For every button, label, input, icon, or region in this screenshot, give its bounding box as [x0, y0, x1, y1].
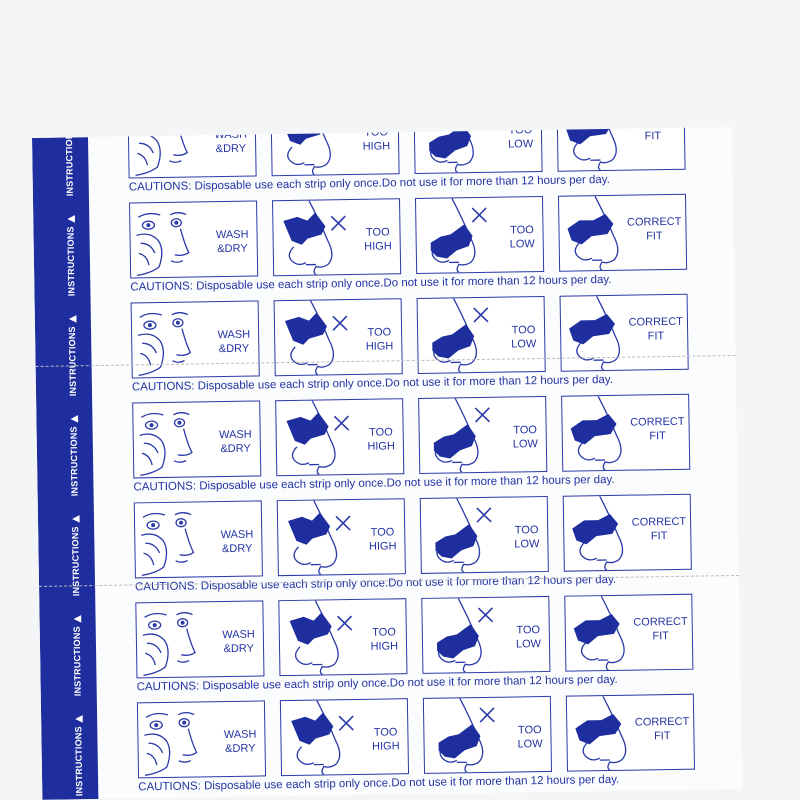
panel-label: WASH &DRY [215, 228, 249, 256]
panel-label: TOO LOW [517, 724, 543, 751]
panel-too-low: TOO LOW [416, 295, 546, 374]
panel-too-low: TOO LOW [413, 127, 543, 174]
instruction-row: WASH &DRY TOO HIGH TOO LOW CORRECT FIT CAUTIONS:… [133, 493, 724, 593]
panel-too-low: TOO LOW [418, 395, 548, 474]
instruction-row: WASH &DRY TOO HIGH TOO LOW CORRECT FIT CAUTIONS:… [135, 593, 725, 693]
band-label: INSTRUCTIONS ▶ [71, 613, 83, 697]
panel-label: WASH &DRY [217, 328, 251, 356]
panel-wash: WASH &DRY [129, 200, 259, 279]
panel-label: TOO LOW [509, 224, 535, 251]
panel-wash: WASH &DRY [132, 400, 262, 479]
panel-too-high: TOO HIGH [273, 298, 403, 377]
panel-label: TOO LOW [515, 624, 542, 651]
panel-label: WASH &DRY [219, 428, 252, 456]
panel-too-high: TOO HIGH [272, 198, 402, 277]
panel-label: TOO HIGH [362, 127, 391, 153]
instruction-row: WASH &DRY TOO HIGH TOO LOW CORRECT FIT CAUTIONS:… [129, 193, 719, 293]
panel-wash: WASH &DRY [136, 700, 267, 779]
band-label: INSTRUCTIONS ▶ [65, 213, 77, 297]
panel-label: TOO HIGH [368, 526, 397, 553]
instruction-row: WASH &DRY TOO HIGH TOO LOW CORRECT FIT CAUTIONS:… [130, 293, 721, 393]
panel-too-high: TOO HIGH [270, 127, 400, 177]
panel-too-low: TOO LOW [421, 595, 551, 674]
panel-label: TOO HIGH [372, 726, 400, 753]
panel-wash: WASH &DRY [133, 500, 263, 579]
instruction-row: WASH &DRY TOO HIGH TOO LOW CORRECT FIT CAUTIONS:… [136, 693, 727, 793]
instruction-sheet: WASH&DRYTOOHIGHTOOLOWCORRECTFITCAUTIONS:… [32, 127, 743, 800]
panel-label: TOO HIGH [370, 626, 399, 653]
band-label: INSTRUCTIONS ▶ [69, 513, 82, 597]
panel-too-low: TOO LOW [414, 195, 545, 274]
band-label: INSTRUCTIONS ▶ [73, 713, 85, 797]
panel-too-low: TOO LOW [419, 495, 549, 574]
band-label: INSTRUCTIONS ▶ [66, 313, 79, 397]
panel-label: TOO HIGH [364, 226, 392, 253]
panel-too-high: TOO HIGH [275, 398, 405, 477]
panel-label: WASH &DRY [220, 528, 254, 556]
panel-label: TOO LOW [511, 324, 537, 351]
panel-too-high: TOO HIGH [276, 498, 406, 577]
band-label: INSTRUCTIONS ▶ [68, 413, 80, 497]
band-label: INSTRUCTIONS ▶ [63, 127, 75, 197]
panel-label: TOO LOW [508, 127, 534, 151]
panel-label: TOO HIGH [367, 426, 395, 453]
instruction-row: WASH &DRY TOO HIGH TOO LOW CORRECT FIT CAUTIONS:… [132, 393, 722, 493]
panel-label: WASH &DRY [214, 128, 248, 156]
panel-wash: WASH &DRY [130, 300, 260, 379]
panel-wash: WASH &DRY [135, 600, 265, 679]
panel-label: TOO LOW [514, 524, 540, 551]
panel-too-low: TOO LOW [422, 695, 553, 774]
panel-label: TOO LOW [512, 424, 538, 451]
panel-too-high: TOO HIGH [279, 698, 410, 777]
panel-wash: WASH &DRY [127, 127, 257, 179]
panel-label: WASH &DRY [223, 728, 257, 756]
panel-too-high: TOO HIGH [278, 598, 408, 677]
panel-label: TOO HIGH [365, 326, 394, 353]
panel-label: WASH &DRY [222, 628, 255, 656]
